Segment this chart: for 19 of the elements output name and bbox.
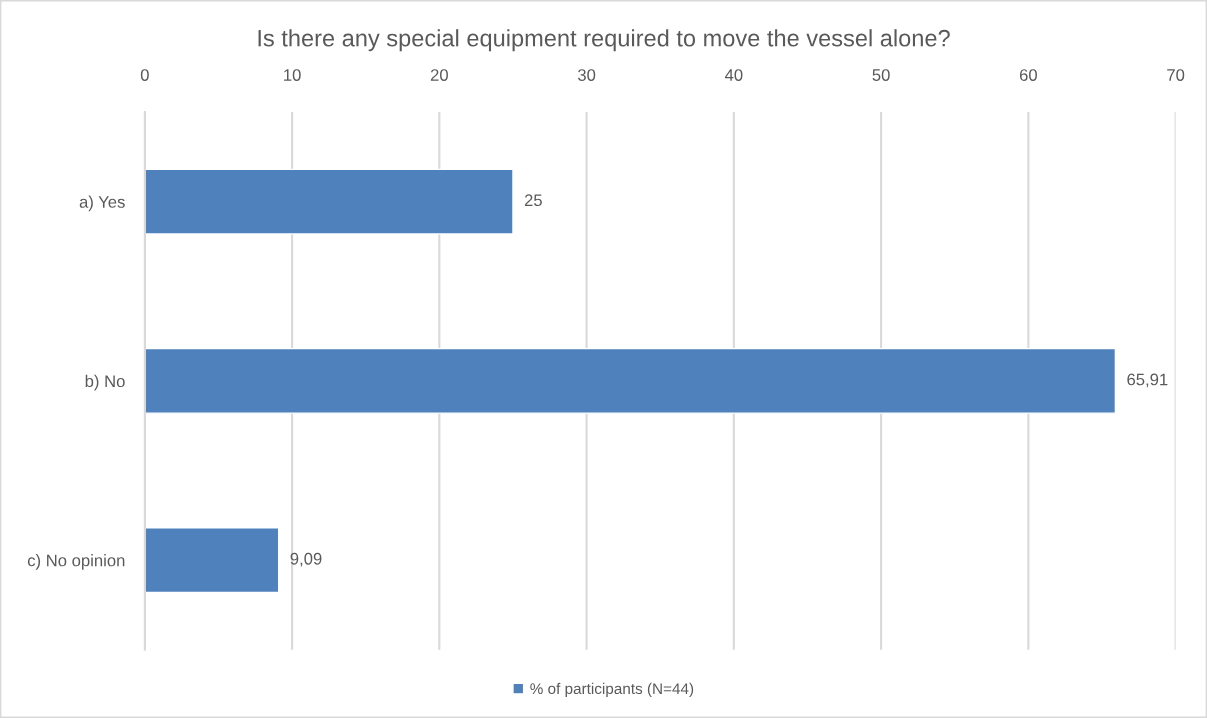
x-tick-label: 30: [577, 69, 596, 81]
data-label: 9,09: [290, 552, 322, 567]
y-tick-label: c) No opinion: [27, 554, 125, 570]
data-label: 65,91: [1127, 373, 1168, 388]
legend-label: % of participants (N=44): [530, 682, 694, 698]
bar: [144, 527, 280, 594]
x-tick-label: 50: [872, 69, 890, 81]
x-tick-label: 10: [284, 69, 301, 81]
chart-title: Is there any special equipment required to move the vessel alone?: [258, 29, 950, 52]
y-tick-label: b) No: [85, 374, 125, 391]
x-tick-label: 40: [724, 69, 743, 81]
x-tick-label: 70: [1167, 69, 1185, 81]
bar: [144, 347, 1117, 414]
y-tick-label: a) Yes: [79, 195, 125, 212]
x-tick-label: 0: [140, 69, 149, 81]
x-tick-label: 60: [1019, 69, 1037, 81]
data-label: 25: [524, 194, 542, 207]
bar: [144, 168, 514, 235]
x-tick-label: 20: [430, 69, 448, 81]
